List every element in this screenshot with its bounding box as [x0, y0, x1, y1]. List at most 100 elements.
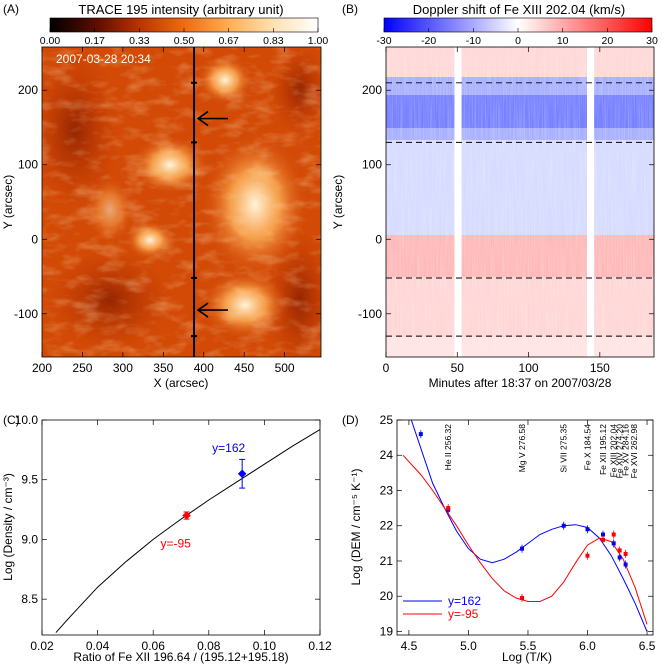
y-tick-label: 9.0: [21, 532, 38, 546]
panel-a-title: TRACE 195 intensity (arbitrary unit): [78, 2, 283, 17]
spectral-line-label: Si VII 275.35: [559, 424, 569, 473]
panel-b-image: [386, 47, 654, 357]
panel-a-colorbar-ticks: 0.00 0.17 0.33 0.50 0.67 0.83 1.00: [40, 28, 328, 47]
x-tick-label: 250: [72, 361, 92, 375]
data-point: [237, 469, 247, 478]
panel-a-x-ticks: 200 250 300 350 400 450 500: [32, 47, 295, 375]
x-tick-label: 300: [113, 361, 133, 375]
spectral-line-label: Fe XIV 274.20: [615, 424, 625, 479]
colorbar-tick-label: -20: [421, 35, 436, 47]
x-tick-label: 450: [234, 361, 254, 375]
x-tick-label: 0.02: [30, 639, 54, 653]
colorbar-tick-label: 10: [557, 35, 569, 47]
spectral-line-label: Fe XV 284.16: [621, 424, 631, 476]
legend-label-y-95: y=-95: [448, 607, 479, 621]
colorbar-tick-label: 0: [515, 35, 521, 47]
colorbar-tick-label: 20: [601, 35, 613, 47]
x-tick-label: 50: [451, 361, 465, 375]
panel-d-legend: y=162 y=-95: [403, 594, 481, 621]
y-tick-label: 0: [375, 232, 382, 246]
panel-d-x-ticks: 4.5 5.0 5.5 6.0 6.5: [401, 420, 656, 653]
panel-c: y=162 y=-95 0.02 0.04 0.06 0.08 0.10 0.12 8.5 9…: [1, 413, 332, 664]
panel-d-points: [418, 430, 628, 602]
panel-d-ylabel: Log (DEM / cm⁻⁵ K⁻¹): [349, 469, 363, 586]
panel-b-xlabel: Minutes after 18:37 on 2007/03/28: [429, 376, 612, 390]
panel-label-b: (B): [342, 2, 358, 16]
colorbar-tick-label: 0.67: [218, 35, 239, 47]
panel-c-x-ticks: 0.02 0.04 0.06 0.08 0.10 0.12: [30, 420, 332, 653]
y-tick-label: 20: [380, 589, 394, 603]
panel-d-xlabel: Log (T/K): [502, 650, 552, 664]
y-tick-label: 9.5: [21, 473, 38, 487]
y-tick-label: 100: [362, 158, 382, 172]
panel-d-line-labels: He II 256.32 Mg V 276.58 Si VII 275.35 Fe X…: [443, 424, 639, 479]
x-tick-label: 4.5: [401, 639, 418, 653]
y-tick-label: -100: [14, 307, 38, 321]
y-tick-label: 19: [380, 624, 394, 638]
x-tick-label: 400: [194, 361, 214, 375]
panel-b: Doppler shift of Fe XIII 202.04 (km/s) -…: [331, 2, 658, 390]
panel-a-y-ticks: 200 100 0 -100: [14, 83, 321, 321]
y-tick-label: 21: [380, 554, 394, 568]
panel-c-points: y=162 y=-95: [161, 441, 247, 551]
x-tick-label: 5.0: [460, 639, 477, 653]
panel-labels: (A) (B) (C) (D): [3, 2, 359, 427]
legend-label-y162: y=162: [448, 594, 481, 608]
spectral-line-label: Fe XII 195.12: [598, 424, 608, 475]
panel-a-xlabel: X (arcsec): [154, 376, 209, 390]
point-label: y=-95: [161, 537, 192, 551]
x-tick-label: 0.06: [142, 639, 166, 653]
panel-b-ylabel: Y (arcsec): [331, 175, 345, 229]
panel-d: He II 256.32 Mg V 276.58 Si VII 275.35 Fe X…: [349, 413, 656, 664]
panel-c-xlabel: Ratio of Fe XII 196.64 / (195.12+195.18): [73, 650, 288, 664]
spectral-line-label: Mg V 276.58: [517, 424, 527, 472]
panel-a: TRACE 195 intensity (arbitrary unit) 0.0…: [1, 2, 328, 390]
panel-a-slit-marks: [191, 81, 198, 338]
panel-label-c: (C): [3, 413, 20, 427]
panel-d-y-ticks: 19 20 21 22 23 24 25: [380, 413, 653, 638]
x-tick-label: 0.08: [197, 639, 221, 653]
colorbar-tick-label: 0.33: [129, 35, 150, 47]
x-tick-label: 6.0: [579, 639, 596, 653]
x-tick-label: 150: [590, 361, 610, 375]
x-tick-label: 0.12: [308, 639, 332, 653]
spectral-line-label: Fe XIII 202.04: [609, 424, 619, 478]
x-tick-label: 0: [383, 361, 390, 375]
colorbar-tick-label: -30: [376, 35, 391, 47]
x-tick-label: 5.5: [520, 639, 537, 653]
panel-b-colorbar-ticks: -30 -20 -10 0 10 20 30: [376, 28, 658, 47]
spectral-line-label: He II 256.32: [443, 424, 453, 471]
panel-d-dem-curve-y-95: [402, 454, 648, 625]
colorbar-tick-label: -10: [466, 35, 481, 47]
x-tick-label: 0.04: [86, 639, 110, 653]
x-tick-label: 350: [153, 361, 173, 375]
y-tick-label: 10.0: [15, 413, 39, 427]
y-tick-label: 8.5: [21, 592, 38, 606]
y-tick-label: 100: [18, 158, 38, 172]
colorbar-tick-label: 0.50: [174, 35, 195, 47]
x-tick-label: 6.5: [639, 639, 656, 653]
y-tick-label: -100: [358, 307, 382, 321]
panel-d-dem-curve-y162: [410, 420, 648, 632]
panel-a-image: [42, 47, 321, 357]
panel-label-a: (A): [3, 2, 19, 16]
colorbar-tick-label: 0.83: [263, 35, 284, 47]
panel-b-dashed-lines: [386, 82, 654, 337]
spectral-line-label: Fe X 184.54: [583, 424, 593, 471]
panel-b-y-ticks: 200 100 0 -100: [358, 83, 654, 321]
panel-b-data-gap: [454, 47, 462, 357]
panel-a-timestamp: 2007-03-28 20:34: [56, 52, 151, 66]
panel-a-ylabel: Y (arcsec): [1, 175, 15, 229]
y-tick-label: 200: [362, 83, 382, 97]
y-tick-label: 23: [380, 483, 394, 497]
arrow-head: [196, 302, 209, 318]
point-label: y=162: [212, 441, 245, 455]
panel-label-d: (D): [342, 413, 359, 427]
x-tick-label: 500: [275, 361, 295, 375]
x-tick-label: 100: [519, 361, 539, 375]
colorbar-tick-label: 0.00: [40, 35, 61, 47]
y-tick-label: 0: [31, 232, 38, 246]
spectral-line-label: Fe XVI 262.98: [629, 424, 639, 479]
panel-c-density-curve: [55, 429, 320, 633]
